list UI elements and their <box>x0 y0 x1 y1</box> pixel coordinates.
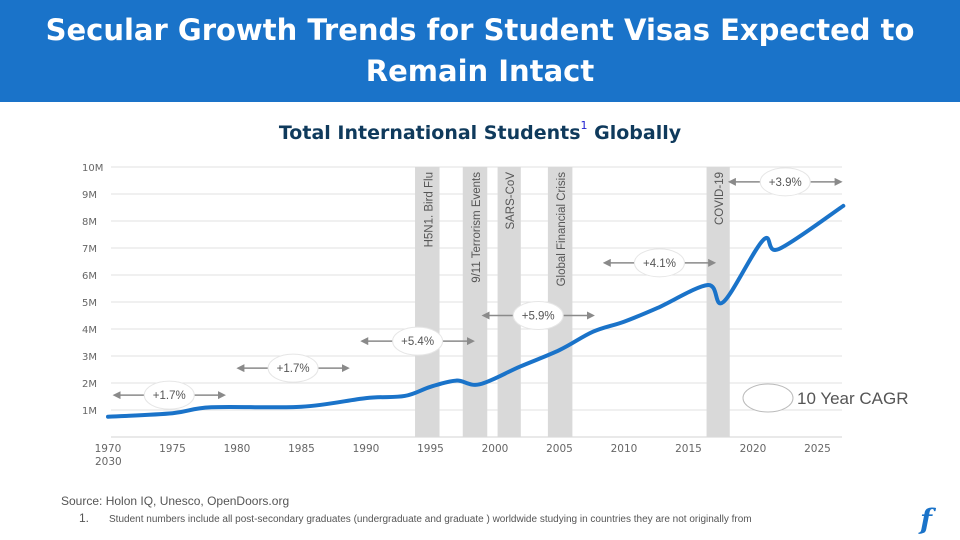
x-tick-label: 2005 <box>546 443 573 455</box>
y-tick-label: 3M <box>82 352 97 363</box>
series-line <box>106 203 846 419</box>
cagr-bubble <box>143 380 195 410</box>
x-tick-label: 2015 <box>675 443 702 455</box>
event-label: COVID-19 <box>714 172 726 225</box>
x-tick-label: 1975 <box>159 443 186 455</box>
y-tick-label: 8M <box>82 217 97 228</box>
footnote-number: 1. <box>79 511 90 525</box>
x-tick-label: 2010 <box>611 443 638 455</box>
event-label: SARS-CoV <box>505 172 517 230</box>
x-tick-label: 2020 <box>740 443 767 455</box>
header-banner: Secular Growth Trends for Student Visas … <box>0 0 960 102</box>
footnote-text: Student numbers include all post-seconda… <box>109 514 752 525</box>
chart-title-footnote: 1 <box>580 119 588 132</box>
cagr-bubble <box>633 248 685 278</box>
y-tick-label: 9M <box>82 190 97 201</box>
company-logo: f <box>920 503 933 536</box>
y-tick-label: 6M <box>82 271 97 282</box>
x-extra-label: 2030 <box>95 456 122 468</box>
cagr-bubble <box>512 301 564 330</box>
y-tick-label: 4M <box>82 325 97 336</box>
cagr-label: +5.9% <box>522 311 555 323</box>
event-label: Global Financial Crisis <box>556 172 568 287</box>
y-tick-label: 1M <box>82 406 97 417</box>
y-tick-label: 10M <box>82 163 103 174</box>
cagr-label: +5.4% <box>401 336 434 348</box>
x-tick-label: 1970 <box>95 443 122 455</box>
chart-title-main: Total International Students <box>278 122 581 144</box>
legend-label: 10 Year CAGR <box>797 389 909 408</box>
event-band <box>547 167 573 437</box>
x-tick-label: 1990 <box>353 443 380 455</box>
cagr-label: +1.7% <box>153 390 186 402</box>
x-tick-label: 1995 <box>417 443 444 455</box>
cagr-bubble <box>392 326 444 356</box>
slide-title: Secular Growth Trends for Student Visas … <box>45 13 915 88</box>
legend-swatch <box>742 383 794 413</box>
event-band <box>462 167 488 437</box>
y-tick-label: 5M <box>82 298 97 309</box>
cagr-label: +3.9% <box>769 177 802 189</box>
source-text: Source: Holon IQ, Unesco, OpenDoors.org <box>61 494 290 508</box>
cagr-label: +4.1% <box>643 258 676 270</box>
x-tick-label: 1985 <box>288 443 315 455</box>
y-tick-label: 7M <box>82 244 97 255</box>
cagr-label: +1.7% <box>277 363 310 375</box>
x-tick-label: 1980 <box>224 443 251 455</box>
chart-title: Total International Students1 Globally <box>0 119 960 144</box>
cagr-bubble <box>267 353 319 383</box>
x-tick-label: 2000 <box>482 443 509 455</box>
footnote: 1. Student numbers include all post-secon… <box>79 511 752 525</box>
y-tick-label: 2M <box>82 379 97 390</box>
event-label: 9/11 Terrorism Events <box>471 172 483 283</box>
event-label: H5N1. Bird Flu <box>423 172 435 247</box>
x-tick-label: 2025 <box>804 443 831 455</box>
chart-title-suffix: Globally <box>594 122 682 144</box>
cagr-bubble <box>759 167 811 197</box>
